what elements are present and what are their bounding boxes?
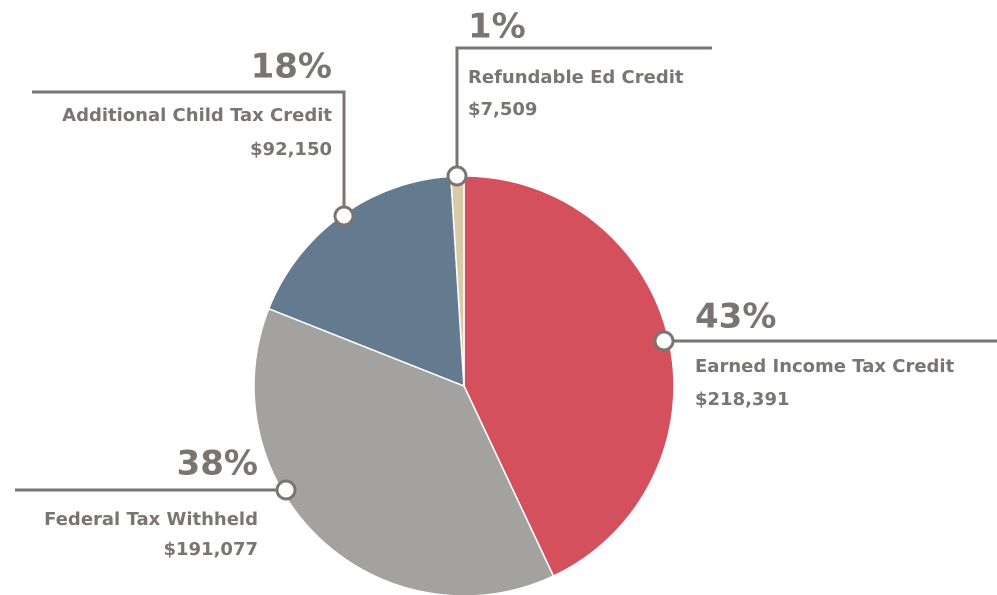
amount-label: $92,150 [250,139,332,160]
legend-label: Additional Child Tax Credit [62,105,332,126]
callout-dot [653,330,675,352]
percent-label: 38% [177,444,258,484]
amount-label: $218,391 [695,389,790,410]
callout-dot [275,479,297,501]
legend-label: Refundable Ed Credit [468,67,684,88]
pie-slice [253,307,555,595]
percent-label: 43% [695,297,776,337]
callout-line [32,90,346,216]
legend-label: Federal Tax Withheld [44,509,258,530]
percent-label: 1% [468,7,526,47]
amount-label: $7,509 [468,99,537,120]
amount-label: $191,077 [163,539,258,560]
callout-dot [446,165,468,187]
callout-line [455,46,712,176]
callout-dot [333,205,355,227]
legend-label: Earned Income Tax Credit [695,356,955,377]
percent-label: 18% [251,47,332,87]
